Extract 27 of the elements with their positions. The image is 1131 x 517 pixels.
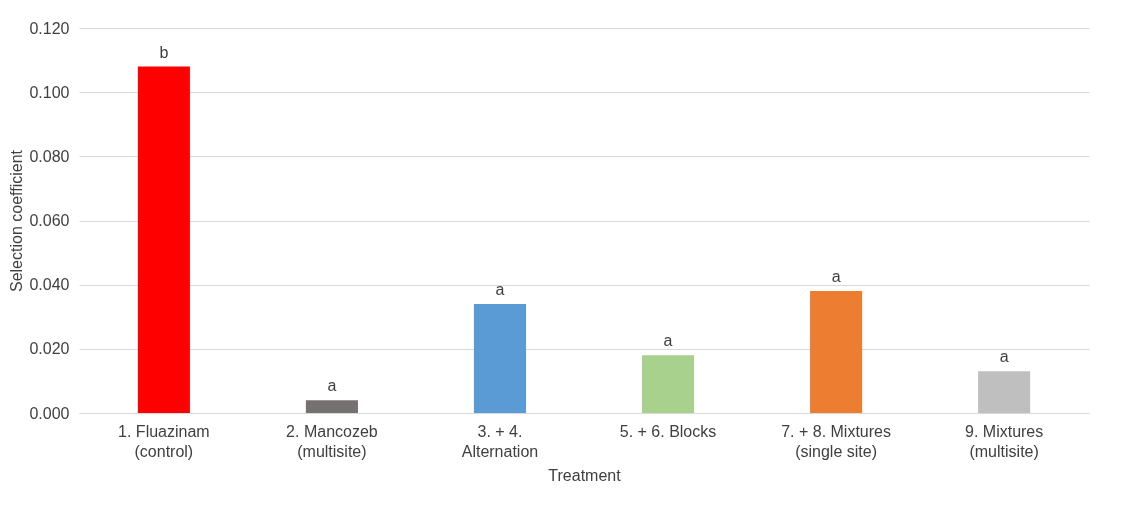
x-tick-label: 2. Mancozeb (multisite)	[286, 422, 378, 460]
data-label: a	[999, 348, 1009, 366]
bar	[810, 291, 863, 413]
data-label: a	[663, 332, 673, 350]
x-tick-label: 3. + 4. Alternation	[461, 422, 539, 460]
x-tick-label: 7. + 8. Mixtures (single site)	[781, 422, 891, 460]
bar	[137, 66, 190, 413]
bar	[978, 371, 1031, 413]
x-tick-label: 1. Fluazinam (control)	[118, 422, 210, 460]
y-tick-label: 0.020	[29, 340, 70, 358]
x-tick-label: 5. + 6. Blocks	[619, 422, 717, 440]
y-tick-label: 0.120	[29, 19, 70, 37]
y-axis-title: Selection coefficient	[8, 149, 26, 293]
y-tick-label: 0.100	[29, 83, 70, 101]
x-tick-label: 9. Mixtures (multisite)	[965, 422, 1044, 460]
data-label: b	[159, 43, 169, 61]
bar	[305, 400, 358, 413]
data-label: a	[831, 268, 841, 286]
y-tick-label: 0.040	[29, 276, 70, 294]
y-tick-label: 0.080	[29, 147, 70, 165]
y-tick-label: 0.000	[29, 404, 70, 422]
x-axis-title: Treatment	[548, 466, 622, 484]
data-label: a	[495, 280, 505, 298]
bar	[641, 355, 695, 413]
data-label: a	[327, 377, 337, 395]
y-tick-label: 0.060	[29, 212, 70, 229]
bar	[473, 303, 527, 413]
